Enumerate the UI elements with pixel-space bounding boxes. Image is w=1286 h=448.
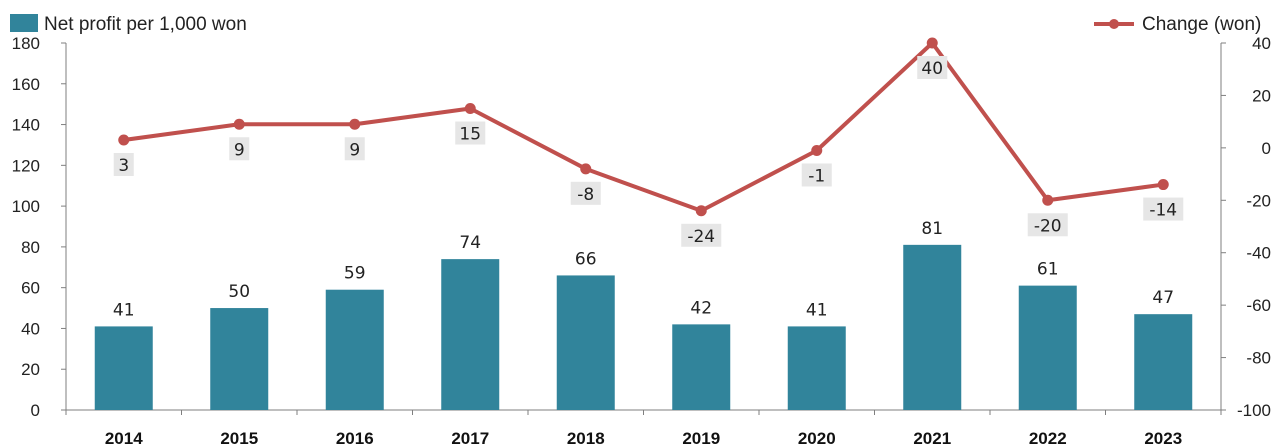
y-right-tick-label: -80 [1246, 349, 1271, 368]
y-left-tick-label: 40 [21, 319, 40, 338]
line-value-label: 9 [349, 140, 360, 160]
bar-value-label: 50 [228, 282, 250, 302]
y-left-tick-label: 120 [12, 156, 40, 175]
line-value-label-bg [1143, 197, 1184, 221]
bar [672, 324, 731, 410]
x-tick-label: 2022 [1029, 429, 1067, 448]
line-value-label-bg [801, 163, 832, 187]
line-value-label-bg [1027, 213, 1068, 237]
legend-bar-swatch [10, 14, 38, 32]
bar [903, 244, 962, 410]
line-value-label-bg [681, 223, 722, 247]
bar-value-label: 41 [113, 300, 135, 320]
y-left-tick-label: 20 [21, 360, 40, 379]
line-point [580, 163, 592, 175]
line-series [118, 37, 1169, 217]
line-point [926, 37, 938, 49]
bar [210, 308, 269, 410]
change-line [123, 41, 1164, 213]
line-point [1042, 194, 1054, 206]
line-value-label-bg [455, 121, 486, 145]
data-labels: 41 50 59 74 66 42 41 81 61 47 3 9 9 15 -8 -24 -1 40 -20 -14 [113, 56, 1184, 320]
line-point [349, 118, 361, 130]
y-right-tick-label: -40 [1246, 244, 1271, 263]
x-tick-label: 2018 [567, 429, 605, 448]
bar-value-label: 59 [344, 264, 366, 284]
line-value-label: -14 [1149, 201, 1177, 221]
line-point [233, 118, 245, 130]
line-value-label: 3 [118, 156, 129, 176]
legend-bar: Net profit per 1,000 won [10, 14, 247, 35]
x-tick-label: 2014 [105, 429, 143, 448]
line-value-label: -20 [1034, 216, 1062, 236]
bar-value-label: 66 [575, 249, 597, 269]
y-left-tick-label: 80 [21, 238, 40, 257]
bar-value-label: 42 [690, 298, 712, 318]
y-left-tick-label: 100 [12, 197, 40, 216]
line-value-label-bg [113, 152, 134, 176]
line-value-label-bg [917, 56, 948, 79]
line-point [118, 134, 130, 146]
y-right-tick-label: 40 [1252, 34, 1271, 53]
y-left-tick-label: 160 [12, 75, 40, 94]
x-tick-label: 2015 [220, 429, 258, 448]
x-tick-label: 2016 [336, 429, 374, 448]
bar [787, 326, 846, 410]
bar [1018, 285, 1077, 410]
legend-bar-label: Net profit per 1,000 won [44, 14, 247, 35]
line-point [1157, 179, 1169, 191]
line-value-label-bg [344, 137, 365, 161]
y-left-tick-label: 140 [12, 116, 40, 135]
line-value-label: -24 [687, 227, 715, 247]
y-left-tick-label: 0 [31, 401, 40, 420]
bar-value-label: 81 [921, 219, 943, 239]
line-value-label: 40 [921, 59, 943, 79]
legend-line-marker [1109, 19, 1119, 29]
bar [325, 289, 384, 410]
line-value-label-bg [570, 181, 601, 205]
bar-value-label: 74 [459, 233, 481, 253]
legend-line-label: Change (won) [1142, 14, 1261, 35]
bar-series [94, 244, 1193, 410]
line-value-label: -1 [808, 166, 825, 186]
line-point [695, 205, 707, 217]
bar-value-label: 47 [1152, 288, 1174, 308]
line-value-label-bg [229, 137, 250, 161]
y-left-tick-label: 180 [12, 34, 40, 53]
x-tick-label: 2019 [682, 429, 720, 448]
line-value-label: -8 [577, 185, 594, 205]
x-tick-label: 2020 [798, 429, 836, 448]
y-left-tick-label: 60 [21, 279, 40, 298]
bar-value-label: 61 [1037, 260, 1059, 280]
bar-value-label: 41 [806, 300, 828, 320]
y-right-tick-label: 20 [1252, 86, 1271, 105]
line-point [464, 103, 476, 115]
bar [556, 275, 615, 410]
y-right-tick-label: -100 [1237, 401, 1271, 420]
x-tick-label: 2023 [1144, 429, 1182, 448]
x-tick-label: 2017 [451, 429, 489, 448]
x-tick-label: 2021 [913, 429, 951, 448]
y-right-tick-label: -20 [1246, 191, 1271, 210]
line-value-label: 9 [234, 140, 245, 160]
bar [441, 259, 500, 410]
line-point [811, 144, 823, 156]
line-value-label: 15 [459, 125, 481, 145]
bar [1134, 314, 1193, 410]
axes: 020406080100120140160180-100-80-60-40-20… [12, 34, 1271, 448]
y-right-tick-label: 0 [1262, 139, 1271, 158]
legend-line: Change (won) [1094, 14, 1261, 35]
bar [94, 326, 153, 410]
y-right-tick-label: -60 [1246, 296, 1271, 315]
